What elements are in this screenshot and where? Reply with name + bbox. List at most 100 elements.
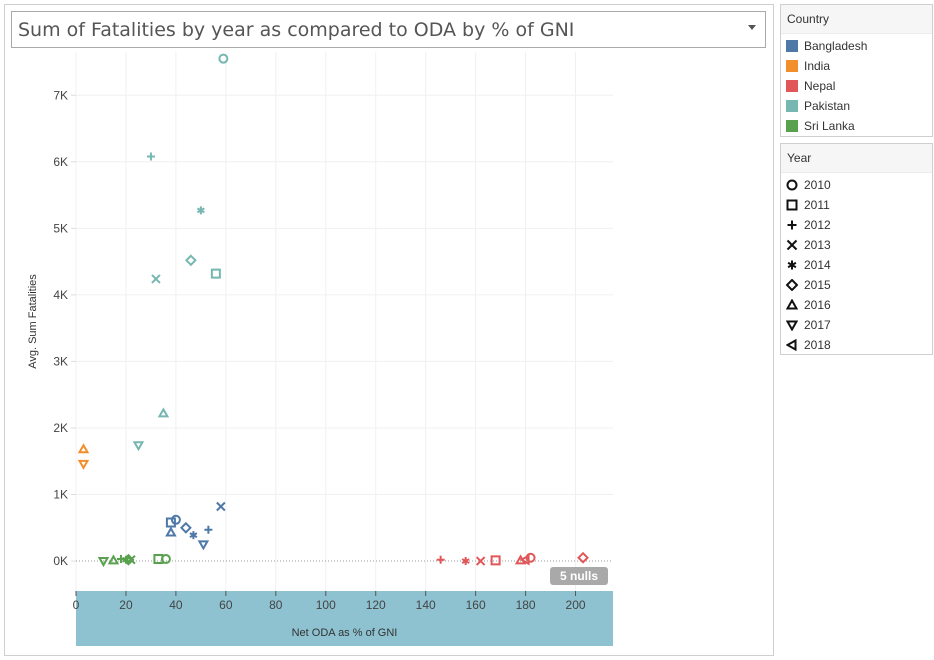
x-tick-label: 160 xyxy=(466,598,486,612)
x-tick-label: 20 xyxy=(119,598,133,612)
color-swatch xyxy=(786,120,798,132)
year-legend-title: Year xyxy=(781,144,932,173)
point-bangladesh-2015[interactable] xyxy=(179,521,192,534)
legend-item-label: 2018 xyxy=(804,338,831,352)
point-pakistan-2010[interactable] xyxy=(218,53,229,64)
legend-item-label: 2017 xyxy=(804,318,831,332)
y-axis-label: Avg. Sum Fatalities xyxy=(27,274,39,369)
x-axis-band xyxy=(76,591,613,646)
legend-item-2018[interactable]: 2018 xyxy=(781,335,932,355)
triangle-left-icon xyxy=(786,339,797,351)
triangle-down-mark xyxy=(786,320,798,331)
legend-item-label: 2014 xyxy=(804,258,831,272)
legend-item-label: Nepal xyxy=(804,79,836,93)
point-pakistan-2017[interactable] xyxy=(132,441,145,452)
point-nepal-2011[interactable] xyxy=(490,555,501,566)
point-nepal-2018[interactable] xyxy=(519,554,530,566)
square-mark xyxy=(786,199,798,211)
legend-item-2012[interactable]: 2012 xyxy=(781,215,932,235)
plus-icon xyxy=(787,220,797,230)
asterisk-mark xyxy=(787,260,797,270)
legend-item-2010[interactable]: 2010 xyxy=(781,175,932,195)
point-india-2017[interactable] xyxy=(77,459,90,470)
diamond-icon xyxy=(786,279,798,291)
legend-item-nepal[interactable]: Nepal xyxy=(781,76,932,96)
plus-mark xyxy=(787,220,797,230)
legend-item-bangladesh[interactable]: Bangladesh xyxy=(781,36,932,56)
point-bangladesh-2016[interactable] xyxy=(165,526,177,537)
y-tick-label: 5K xyxy=(53,221,68,235)
chevron-down-icon[interactable] xyxy=(748,25,756,30)
chart-panel xyxy=(4,4,774,656)
triangle-down-icon xyxy=(786,320,798,331)
legend-item-india[interactable]: India xyxy=(781,56,932,76)
x-tick-label: 40 xyxy=(169,598,183,612)
legend-item-2014[interactable]: 2014 xyxy=(781,255,932,275)
legend-item-2016[interactable]: 2016 xyxy=(781,295,932,315)
legend-item-label: India xyxy=(804,59,831,73)
point-pakistan-2013[interactable] xyxy=(151,274,161,284)
x-tick-label: 200 xyxy=(566,598,586,612)
year-legend: Year 2010 2011 2012 2013 2014 2015 2016 2017 201… xyxy=(780,143,933,355)
point-bangladesh-2011[interactable] xyxy=(165,517,176,528)
point-pakistan-2015[interactable] xyxy=(184,254,197,267)
y-tick-label: 0K xyxy=(53,554,68,568)
circle-icon xyxy=(786,179,798,191)
point-sri-lanka-2011[interactable] xyxy=(153,554,164,565)
color-swatch xyxy=(786,40,798,52)
point-sri-lanka-2016[interactable] xyxy=(107,554,120,565)
x-axis-label: Net ODA as % of GNI xyxy=(292,627,398,639)
x-tick-label: 80 xyxy=(269,598,283,612)
x-tick-label: 120 xyxy=(366,598,386,612)
point-pakistan-2014[interactable] xyxy=(196,206,205,215)
country-legend: Country Bangladesh India Nepal Pakistan Sri … xyxy=(780,4,933,137)
legend-item-label: 2012 xyxy=(804,218,831,232)
x-tick-label: 0 xyxy=(73,598,80,612)
legend-item-pakistan[interactable]: Pakistan xyxy=(781,96,932,116)
y-tick-label: 3K xyxy=(53,354,68,368)
nulls-label[interactable]: 5 nulls xyxy=(560,569,598,583)
legend-item-label: Pakistan xyxy=(804,99,851,113)
point-bangladesh-2017[interactable] xyxy=(197,540,210,551)
cross-icon xyxy=(786,239,798,251)
color-swatch xyxy=(786,100,798,112)
point-sri-lanka-2015[interactable] xyxy=(122,553,135,566)
x-tick-label: 180 xyxy=(516,598,536,612)
legend-item-label: 2015 xyxy=(804,278,831,292)
color-swatch xyxy=(786,80,798,92)
legend-item-label: 2011 xyxy=(804,198,830,212)
point-sri-lanka-2017[interactable] xyxy=(97,557,110,568)
page-title: Sum of Fatalities by year as compared to… xyxy=(18,18,575,41)
point-nepal-2015[interactable] xyxy=(577,551,589,564)
circle-mark xyxy=(786,179,798,191)
nulls-badge[interactable] xyxy=(550,567,608,585)
legend-item-2013[interactable]: 2013 xyxy=(781,235,932,255)
legend-item-2015[interactable]: 2015 xyxy=(781,275,932,295)
point-india-2016[interactable] xyxy=(77,443,90,454)
y-tick-label: 7K xyxy=(53,88,68,102)
y-tick-label: 6K xyxy=(53,155,68,169)
point-nepal-2012[interactable] xyxy=(436,555,445,564)
point-sri-lanka-2013[interactable] xyxy=(126,555,136,565)
point-pakistan-2012[interactable] xyxy=(146,152,155,161)
color-swatch xyxy=(786,60,798,72)
point-nepal-2014[interactable] xyxy=(461,557,470,566)
legend-item-2011[interactable]: 2011 xyxy=(781,195,932,215)
y-tick-label: 4K xyxy=(53,288,68,302)
legend-item-sri-lanka[interactable]: Sri Lanka xyxy=(781,116,932,136)
legend-item-2017[interactable]: 2017 xyxy=(781,315,932,335)
asterisk-icon xyxy=(787,260,797,270)
x-tick-label: 60 xyxy=(219,598,233,612)
point-bangladesh-2012[interactable] xyxy=(204,525,213,534)
legend-item-label: 2010 xyxy=(804,178,831,192)
point-bangladesh-2013[interactable] xyxy=(216,501,226,512)
point-bangladesh-2014[interactable] xyxy=(189,531,198,540)
x-tick-label: 100 xyxy=(316,598,336,612)
diamond-mark xyxy=(786,279,798,291)
point-nepal-2013[interactable] xyxy=(475,556,486,566)
point-pakistan-2011[interactable] xyxy=(210,268,221,279)
point-pakistan-2016[interactable] xyxy=(157,407,170,418)
y-tick-label: 1K xyxy=(53,488,68,502)
title-dropdown[interactable]: Sum of Fatalities by year as compared to… xyxy=(11,11,766,48)
legend-item-label: Sri Lanka xyxy=(804,119,855,133)
